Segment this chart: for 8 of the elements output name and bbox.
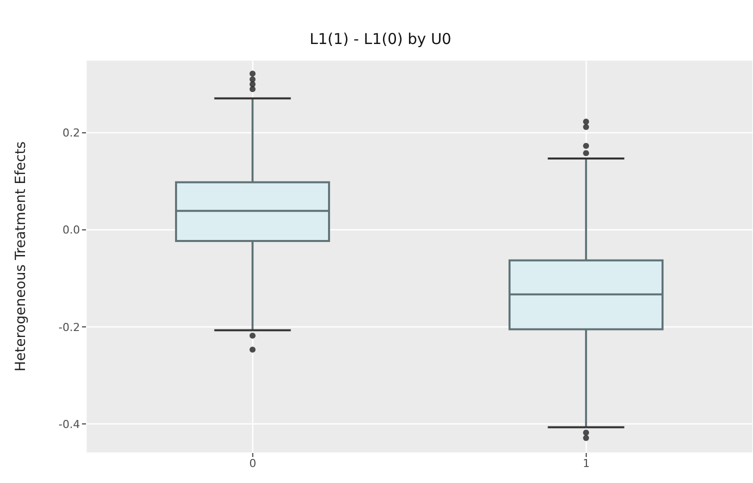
- x-tick-label: 1: [582, 456, 590, 470]
- chart-title: L1(1) - L1(0) by U0: [308, 29, 452, 50]
- y-tick-label: -0.2: [58, 320, 80, 334]
- y-tick-label: 0.0: [62, 224, 80, 237]
- x-tick-label: 0: [249, 456, 256, 470]
- y-tick-label: -0.4: [58, 418, 80, 431]
- y-axis-title: Heterogeneous Treatment Efects: [12, 142, 29, 372]
- y-tick-label: 0.2: [62, 126, 80, 140]
